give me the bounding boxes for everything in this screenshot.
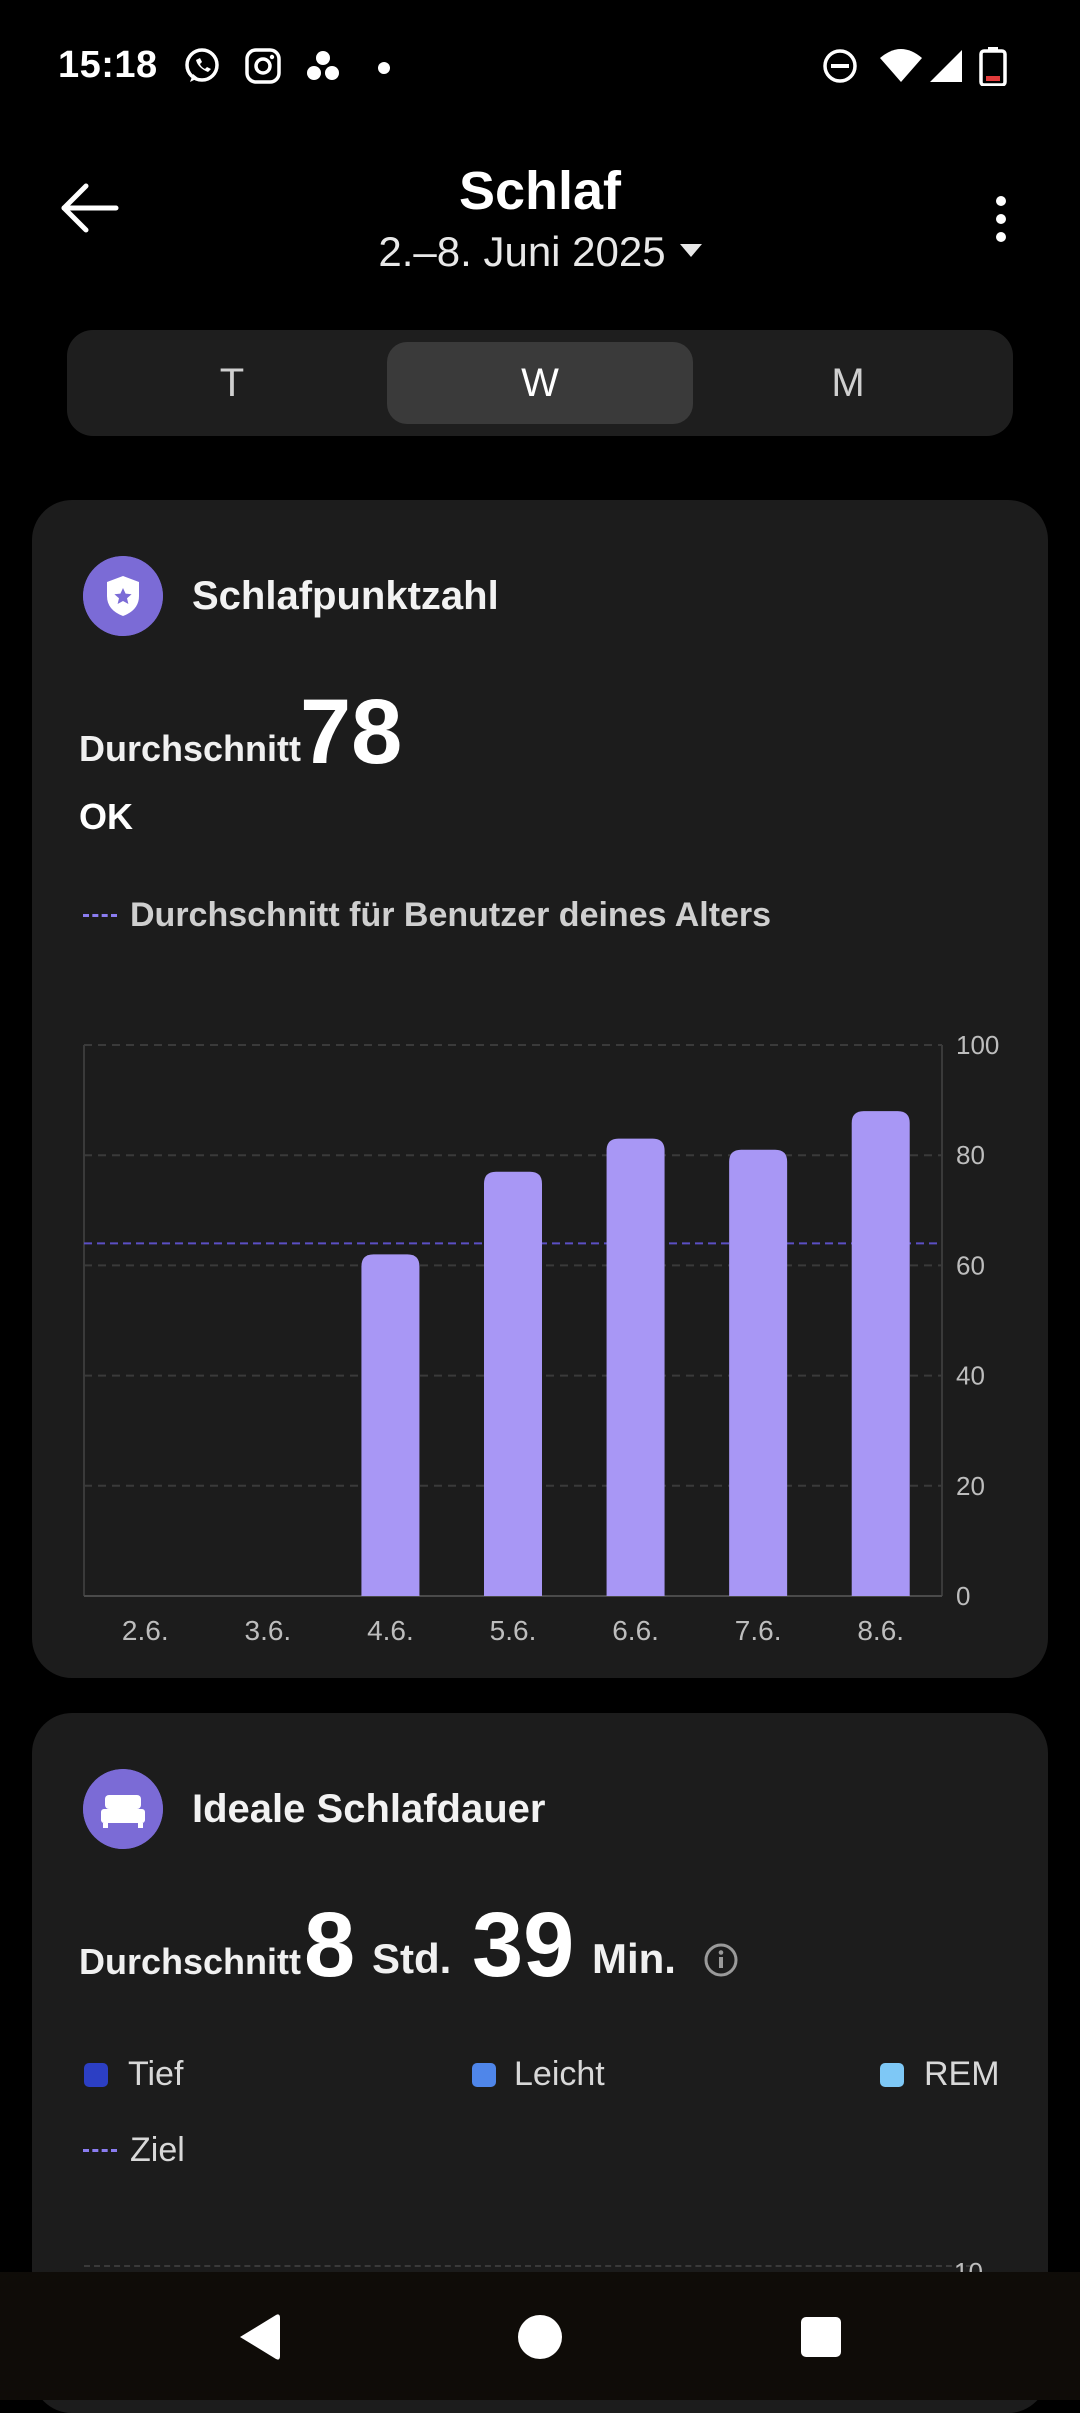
reference-line-label: Durchschnitt für Benutzer deines Alters [130, 896, 772, 934]
x-tick-label: 7.6. [735, 1615, 782, 1646]
reference-dash-icon [83, 914, 117, 917]
x-tick-label: 6.6. [612, 1615, 659, 1646]
y-tick-label: 0 [956, 1581, 970, 1611]
legend-light-swatch [472, 2063, 496, 2087]
nav-recents-icon[interactable] [786, 2302, 856, 2372]
sleep-score-chart: 0 20 40 60 80 100 2.6. 3.6. 4.6. 5.6. 6.6. 7.6. 8.6. [83, 1030, 999, 1646]
page-title: Schlaf [458, 161, 622, 221]
duration-average-label: Durchschnitt [79, 1941, 302, 1982]
legend-rem-label: REM [924, 2055, 1000, 2093]
nav-back-icon[interactable] [224, 2302, 294, 2372]
duration-card-title: Ideale Schlafdauer [192, 1787, 546, 1831]
duration-hours-unit: Std. [372, 1935, 452, 1982]
average-score-value: 78 [300, 681, 403, 783]
caret-down-icon [679, 244, 702, 258]
y-tick-label: 60 [956, 1250, 985, 1280]
duration-minutes-value: 39 [472, 1894, 575, 1996]
x-tick-label: 4.6. [367, 1615, 414, 1646]
date-range-label: 2.–8. Juni 2025 [378, 228, 666, 275]
y-tick-label: 100 [956, 1030, 999, 1060]
score-bar [851, 1111, 910, 1596]
duration-minutes-unit: Min. [592, 1935, 676, 1982]
wifi-icon [880, 49, 922, 82]
legend-goal-label: Ziel [130, 2131, 185, 2169]
whatsapp-icon [185, 48, 219, 82]
signal-icon [930, 50, 962, 82]
dnd-icon [823, 49, 857, 83]
legend-deep-swatch [84, 2063, 108, 2087]
more-options-icon[interactable] [986, 194, 1016, 244]
score-bar [606, 1138, 665, 1596]
period-segmented-control: T W M [67, 330, 1013, 436]
x-tick-label: 5.6. [490, 1615, 537, 1646]
y-tick-label: 20 [956, 1471, 985, 1501]
back-arrow-icon[interactable] [58, 180, 122, 236]
x-tick-label: 8.6. [857, 1615, 904, 1646]
tab-day[interactable]: T [219, 361, 245, 405]
legend-deep-label: Tief [128, 2055, 184, 2093]
average-label: Durchschnitt [79, 728, 302, 769]
legend-light-label: Leicht [514, 2055, 605, 2093]
score-card-title: Schlafpunktzahl [192, 574, 499, 618]
status-time: 15:18 [58, 44, 158, 86]
y-tick-label: 40 [956, 1361, 985, 1391]
x-tick-label: 2.6. [122, 1615, 169, 1646]
dot-icon [378, 62, 390, 74]
score-bar [361, 1254, 420, 1596]
status-bar: 15:18 [0, 0, 1080, 136]
legend-rem-swatch [880, 2063, 904, 2087]
instagram-icon [245, 48, 281, 84]
x-tick-label: 3.6. [245, 1615, 292, 1646]
duration-chart-gridline [84, 2265, 972, 2267]
tab-month[interactable]: M [831, 361, 865, 405]
nav-home-icon[interactable] [505, 2302, 575, 2372]
score-rating: OK [79, 796, 133, 837]
duration-hours-value: 8 [304, 1894, 356, 1996]
sleep-score-card[interactable]: Schlafpunktzahl Durchschnitt 78 OK Durch… [32, 500, 1048, 1678]
bed-icon [83, 1769, 163, 1849]
y-tick-label: 80 [956, 1140, 985, 1170]
shield-star-icon [83, 556, 163, 636]
system-nav-bar [0, 2272, 1080, 2400]
score-bar [729, 1149, 788, 1596]
info-icon[interactable] [702, 1941, 740, 1979]
score-bar [484, 1171, 542, 1596]
tab-week[interactable]: W [387, 342, 693, 424]
battery-icon [979, 47, 1007, 86]
app-dots-icon [307, 51, 339, 80]
date-range-selector[interactable]: 2.–8. Juni 2025 [0, 228, 1080, 276]
goal-dash-icon [83, 2149, 117, 2152]
